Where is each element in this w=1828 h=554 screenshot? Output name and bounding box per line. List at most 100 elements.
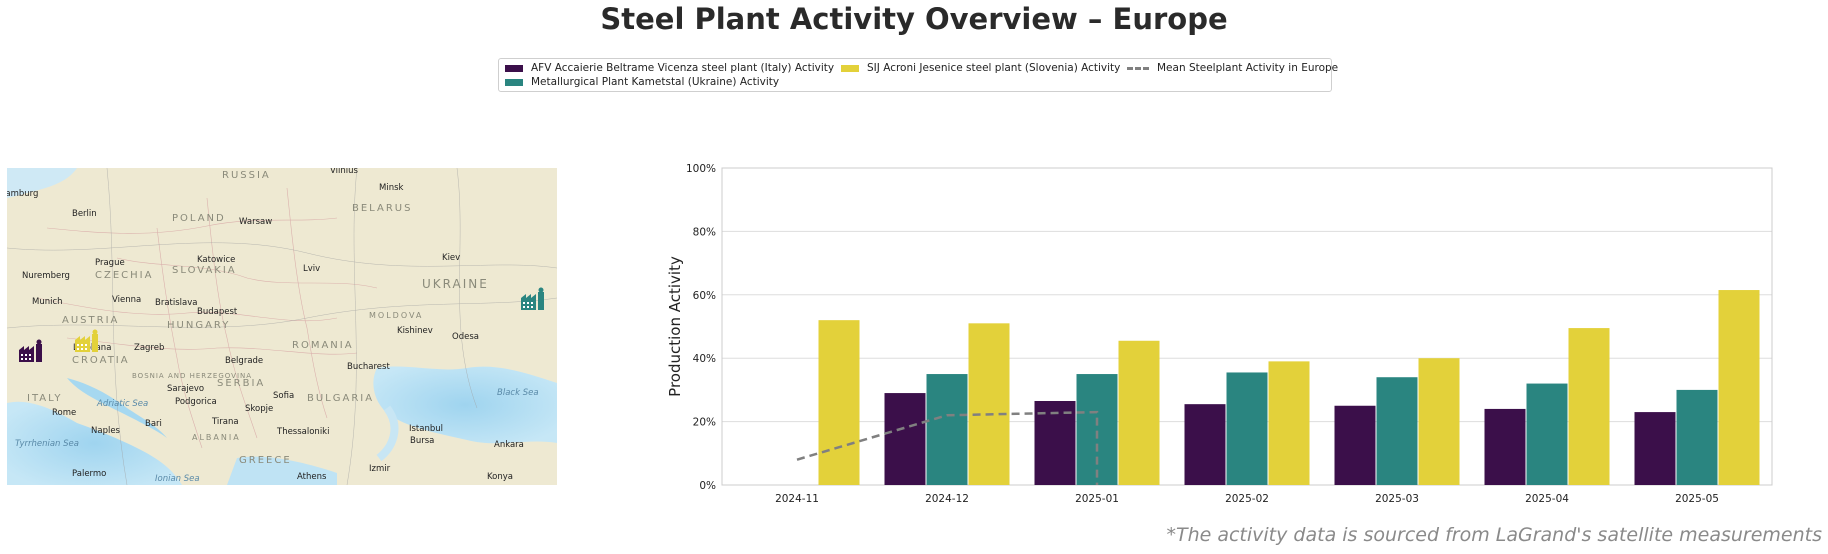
map-country-label: UKRAINE [422, 277, 489, 291]
bar [1076, 374, 1118, 485]
map-sea-mediterranean [7, 401, 182, 485]
x-tick-label: 2025-02 [1225, 493, 1269, 505]
bar [1418, 358, 1460, 485]
x-tick-label: 2024-11 [775, 493, 819, 505]
legend-item-mean: Mean Steelplant Activity in Europe [1127, 62, 1338, 74]
y-tick-label: 80% [693, 226, 716, 238]
map-bosporus [376, 405, 399, 462]
map-country-label: CZECHIA [95, 270, 153, 281]
map-country-label: GREECE [239, 455, 292, 466]
legend-swatch-ukraine [505, 78, 523, 86]
map-country-label: HUNGARY [167, 320, 230, 331]
legend: AFV Accaierie Beltrame Vicenza steel pla… [498, 58, 1338, 92]
map-countries: RUSSIA POLAND BELARUS CZECHIA SLOVAKIA U… [27, 170, 489, 466]
map-country-label: SLOVAKIA [172, 265, 237, 276]
bar-chart: 0% 20% 40% 60% 80% 100% 2024-11 2024-12 2025-01… [666, 163, 1773, 505]
bar [1526, 383, 1568, 485]
map-city-label: Tirana [211, 417, 239, 427]
map-sea-black [373, 366, 557, 444]
bar [968, 323, 1010, 485]
y-tick-labels: 0% 20% 40% 60% 80% 100% [686, 163, 716, 492]
map-city-label: Minsk [379, 183, 404, 193]
map-sea-label: Tyrrhenian Sea [15, 439, 79, 449]
map-city-label: Bursa [410, 436, 434, 446]
map-country-label: AUSTRIA [62, 315, 119, 326]
footnote: *The activity data is sourced from LaGra… [1166, 524, 1822, 546]
map-city-label: Vilnius [330, 168, 358, 176]
y-tick-label: 20% [693, 417, 716, 429]
factory-icon [75, 329, 98, 352]
map-svg: RUSSIA POLAND BELARUS CZECHIA SLOVAKIA U… [7, 168, 557, 485]
mean-line [796, 410, 1099, 485]
legend-item-italy: AFV Accaierie Beltrame Vicenza steel pla… [505, 62, 834, 74]
x-tick-labels: 2024-11 2024-12 2025-01 2025-02 2025-03 2025-… [775, 493, 1719, 505]
map-city-label: Vienna [112, 295, 141, 305]
map-country-label: POLAND [172, 213, 226, 224]
map-city-label: Kishinev [397, 326, 433, 336]
bar [1118, 340, 1160, 485]
map-city-label: Nuremberg [22, 271, 70, 281]
map-cities: Vilnius Minsk Hamburg Berlin Warsaw Kiev… [7, 168, 524, 482]
map-country-label: BOSNIA AND HERZEGOVINA [132, 372, 252, 380]
map-city-label: Munich [32, 297, 63, 307]
x-tick-label: 2025-04 [1525, 493, 1569, 505]
bar [1334, 405, 1376, 485]
bar [1376, 377, 1418, 485]
map-city-label: Izmir [369, 464, 391, 474]
map-city-label: Podgorica [175, 397, 217, 407]
legend-dash-mean [1127, 66, 1149, 70]
map-city-label: Prague [95, 258, 125, 268]
legend-item-slovenia: SIJ Acroni Jesenice steel plant (Sloveni… [841, 62, 1120, 74]
legend-swatch-slovenia [841, 64, 859, 72]
map-city-label: Thessaloniki [276, 427, 329, 437]
map-country-label: CROATIA [72, 355, 130, 366]
map-city-label: Hamburg [7, 189, 38, 199]
bar [1268, 361, 1310, 485]
map-country-label: BULGARIA [307, 393, 374, 404]
map-country-label: ROMANIA [292, 340, 354, 351]
map-city-label: Bratislava [155, 298, 197, 308]
y-tick-label: 40% [693, 353, 716, 365]
x-tick-label: 2025-01 [1075, 493, 1119, 505]
x-tick-label: 2025-05 [1675, 493, 1719, 505]
x-tick-label: 2025-03 [1375, 493, 1419, 505]
map-city-label: Zagreb [134, 343, 164, 353]
map-city-label: Sofia [273, 391, 294, 401]
map-city-label: Odesa [452, 332, 479, 342]
factory-icon [19, 339, 42, 362]
map-city-label: Berlin [72, 209, 97, 219]
map-city-label: Kiev [442, 253, 460, 263]
map-city-label: Bari [145, 419, 162, 429]
x-tick-label: 2024-12 [925, 493, 969, 505]
map-city-label: Palermo [72, 469, 106, 479]
legend-label-mean: Mean Steelplant Activity in Europe [1157, 62, 1339, 74]
chart-title: Steel Plant Activity Overview – Europe [600, 2, 1228, 36]
map-city-label: Istanbul [409, 424, 443, 434]
bar [1484, 408, 1526, 485]
map-city-label: Budapest [197, 307, 238, 317]
bar [1184, 404, 1226, 485]
map-city-label: Belgrade [225, 356, 263, 366]
bar [1568, 328, 1610, 485]
bar [1718, 290, 1760, 485]
map-country-label: BELARUS [352, 203, 412, 214]
legend-label-slovenia: SIJ Acroni Jesenice steel plant (Sloveni… [867, 62, 1121, 74]
map-seas: Adriatic Sea Black Sea Tyrrhenian Sea Io… [15, 388, 539, 484]
map-city-label: Konya [487, 472, 513, 482]
map-city-label: Lviv [303, 264, 320, 274]
factory-icon [521, 287, 544, 310]
map-sea-aegean [227, 456, 337, 485]
map-city-label: Warsaw [239, 217, 272, 227]
bar [1034, 400, 1076, 485]
mean-line-group [796, 410, 1099, 485]
legend-label-ukraine: Metallurgical Plant Kametstal (Ukraine) … [531, 76, 780, 88]
legend-swatch-italy [505, 64, 523, 72]
map-roads [7, 168, 557, 485]
y-tick-label: 60% [693, 290, 716, 302]
map-borders [36, 187, 378, 449]
legend-label-italy: AFV Accaierie Beltrame Vicenza steel pla… [531, 62, 835, 74]
map-sea-baltic [7, 168, 77, 198]
map-country-label: MOLDOVA [369, 311, 423, 320]
map-sea-label: Adriatic Sea [96, 399, 148, 409]
bar [1676, 389, 1718, 485]
